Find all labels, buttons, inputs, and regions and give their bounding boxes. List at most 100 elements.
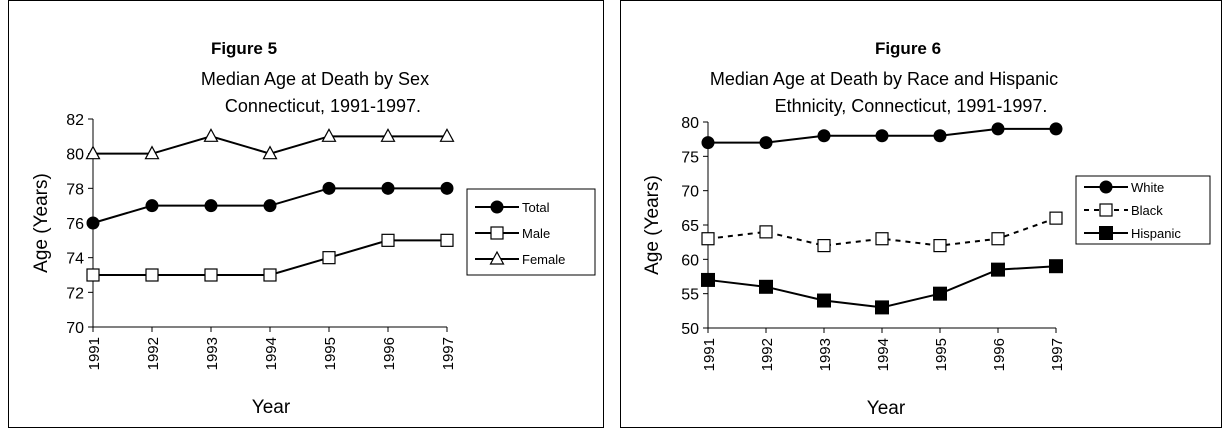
figure-6-data-point <box>701 232 715 246</box>
figure-5-y-tick-label: 74 <box>66 251 84 268</box>
figure-5-x-tick-label: 1996 <box>381 337 398 370</box>
figure-6-data-point <box>1049 211 1063 225</box>
figure-6-data-point <box>933 129 947 143</box>
figure-6-data-point <box>817 239 831 253</box>
figure-6-x-axis-label: Year <box>867 398 906 419</box>
figure-5-data-point <box>381 233 395 247</box>
figure-5-subtitle-line: Median Age at Death by Sex <box>201 69 429 89</box>
figure-5-data-point <box>321 128 337 142</box>
figure-6-data-point <box>1049 122 1063 136</box>
figure-5-legend: Total Male Female <box>466 188 596 276</box>
figure-6-data-point <box>701 272 715 287</box>
figure-5-data-point <box>144 145 160 160</box>
figure-6-y-tick-label: 75 <box>681 149 699 166</box>
figure-5-x-tick-label: 1994 <box>263 337 280 370</box>
figure-6-data-point <box>933 286 947 301</box>
figure-6-data-point <box>875 232 889 246</box>
figure-6-x-tick-label: 1995 <box>933 338 950 371</box>
figure-5-legend-marker <box>489 250 505 265</box>
figure-6-data-point <box>1049 259 1063 274</box>
figure-5-legend-marker <box>490 200 504 214</box>
figure-6-y-tick-label: 70 <box>681 184 699 201</box>
figure-5-x-tick-label: 1991 <box>86 337 103 370</box>
figure-5-y-tick-label: 78 <box>66 181 84 198</box>
figure-6-series-hispanic <box>701 259 1063 315</box>
figure-5-data-point <box>322 181 336 195</box>
figure-5-data-point <box>86 268 100 282</box>
figure-6-x-tick-label: 1997 <box>1049 338 1066 371</box>
figure-6-data-point <box>875 129 889 143</box>
figure-5-data-point <box>440 233 454 247</box>
figure-6-x-tick-label: 1993 <box>817 338 834 371</box>
figure-5-data-point <box>262 145 278 160</box>
figure-5-data-point <box>204 199 218 213</box>
figure-5-data-point <box>322 251 336 265</box>
figure-5-subtitle-line: Connecticut, 1991-1997. <box>225 96 421 116</box>
figure-5-data-point <box>263 199 277 213</box>
figure-6-panel: Figure 6 Median Age at Death by Race and … <box>620 0 1222 428</box>
figure-6-legend-marker <box>1099 203 1113 217</box>
figure-5-x-tick-label: 1993 <box>204 337 221 370</box>
figure-6-series-black <box>701 211 1063 253</box>
figure-6-data-point <box>991 232 1005 246</box>
figure-6-data-point <box>817 129 831 143</box>
figure-5-y-tick-label: 80 <box>66 147 84 164</box>
figure-6-legend-label: Black <box>1131 203 1163 218</box>
figure-6-legend: White Black Hispanic <box>1075 175 1211 245</box>
figure-5-y-tick-label: 70 <box>66 320 84 337</box>
figure-5-data-point <box>203 128 219 142</box>
figure-6-legend-label: Hispanic <box>1131 226 1181 241</box>
figure-5-data-point <box>263 268 277 282</box>
figure-5-legend-label: Male <box>522 226 550 241</box>
figure-5-chart: Figure 5 Median Age at Death by Sex Connec… <box>31 39 596 418</box>
figure-6-data-point <box>817 293 831 308</box>
figure-5-data-point <box>380 128 396 142</box>
figure-5-data-point <box>145 199 159 213</box>
figure-5-x-tick-label: 1992 <box>145 337 162 370</box>
figure-6-legend-marker <box>1099 226 1113 240</box>
figure-6-chart: Figure 6 Median Age at Death by Race and … <box>642 39 1211 419</box>
figure-5-x-axis-label: Year <box>252 397 291 418</box>
figure-6-y-tick-label: 50 <box>681 321 699 338</box>
figure-6-data-point <box>701 136 715 150</box>
figure-5-data-point <box>439 128 455 142</box>
figure-6-data-point <box>759 136 773 150</box>
figure-6-subtitle-line: Ethnicity, Connecticut, 1991-1997. <box>775 96 1048 116</box>
figure-6-subtitle-line: Median Age at Death by Race and Hispanic <box>710 69 1058 89</box>
figure-6-y-axis-label: Age (Years) <box>642 175 663 275</box>
figure-6-x-tick-label: 1992 <box>759 338 776 371</box>
figure-5-legend-marker <box>490 226 504 240</box>
figure-5-x-tick-label: 1995 <box>322 337 339 370</box>
figure-5-y-tick-label: 82 <box>66 112 84 129</box>
figure-6-data-point <box>759 225 773 239</box>
figure-5-y-tick-label: 76 <box>66 216 84 233</box>
figure-5-series-male <box>86 233 454 282</box>
figure-6-legend-label: White <box>1131 180 1164 195</box>
figure-5-data-point <box>381 181 395 195</box>
figure-5-data-point <box>204 268 218 282</box>
figure-5-x-tick-label: 1997 <box>440 337 457 370</box>
figure-6-data-point <box>759 279 773 294</box>
figure-6-data-point <box>991 262 1005 277</box>
figure-5-y-tick-label: 72 <box>66 285 84 302</box>
figure-6-y-tick-label: 80 <box>681 115 699 132</box>
figure-6-series-white <box>701 122 1063 150</box>
figure-6-x-tick-label: 1994 <box>875 338 892 371</box>
figure-5-data-point <box>440 181 454 195</box>
figure-6-legend-marker <box>1099 180 1113 194</box>
figure-6-x-tick-label: 1996 <box>991 338 1008 371</box>
figure-6-title: Figure 6 <box>875 39 941 58</box>
figure-6-y-tick-label: 60 <box>681 252 699 269</box>
figure-6-data-point <box>991 122 1005 136</box>
figure-5-data-point <box>145 268 159 282</box>
figure-5-series-total <box>86 181 454 230</box>
figure-5-data-point <box>86 216 100 230</box>
figure-5-legend-label: Total <box>522 200 550 215</box>
figure-6-x-tick-label: 1991 <box>701 338 718 371</box>
figure-5-title: Figure 5 <box>211 39 277 58</box>
figure-6-data-point <box>933 239 947 253</box>
figure-6-y-tick-label: 65 <box>681 218 699 235</box>
figure-5-legend-label: Female <box>522 252 565 267</box>
figure-6-y-tick-label: 55 <box>681 287 699 304</box>
figure-5-series-female <box>85 128 455 160</box>
